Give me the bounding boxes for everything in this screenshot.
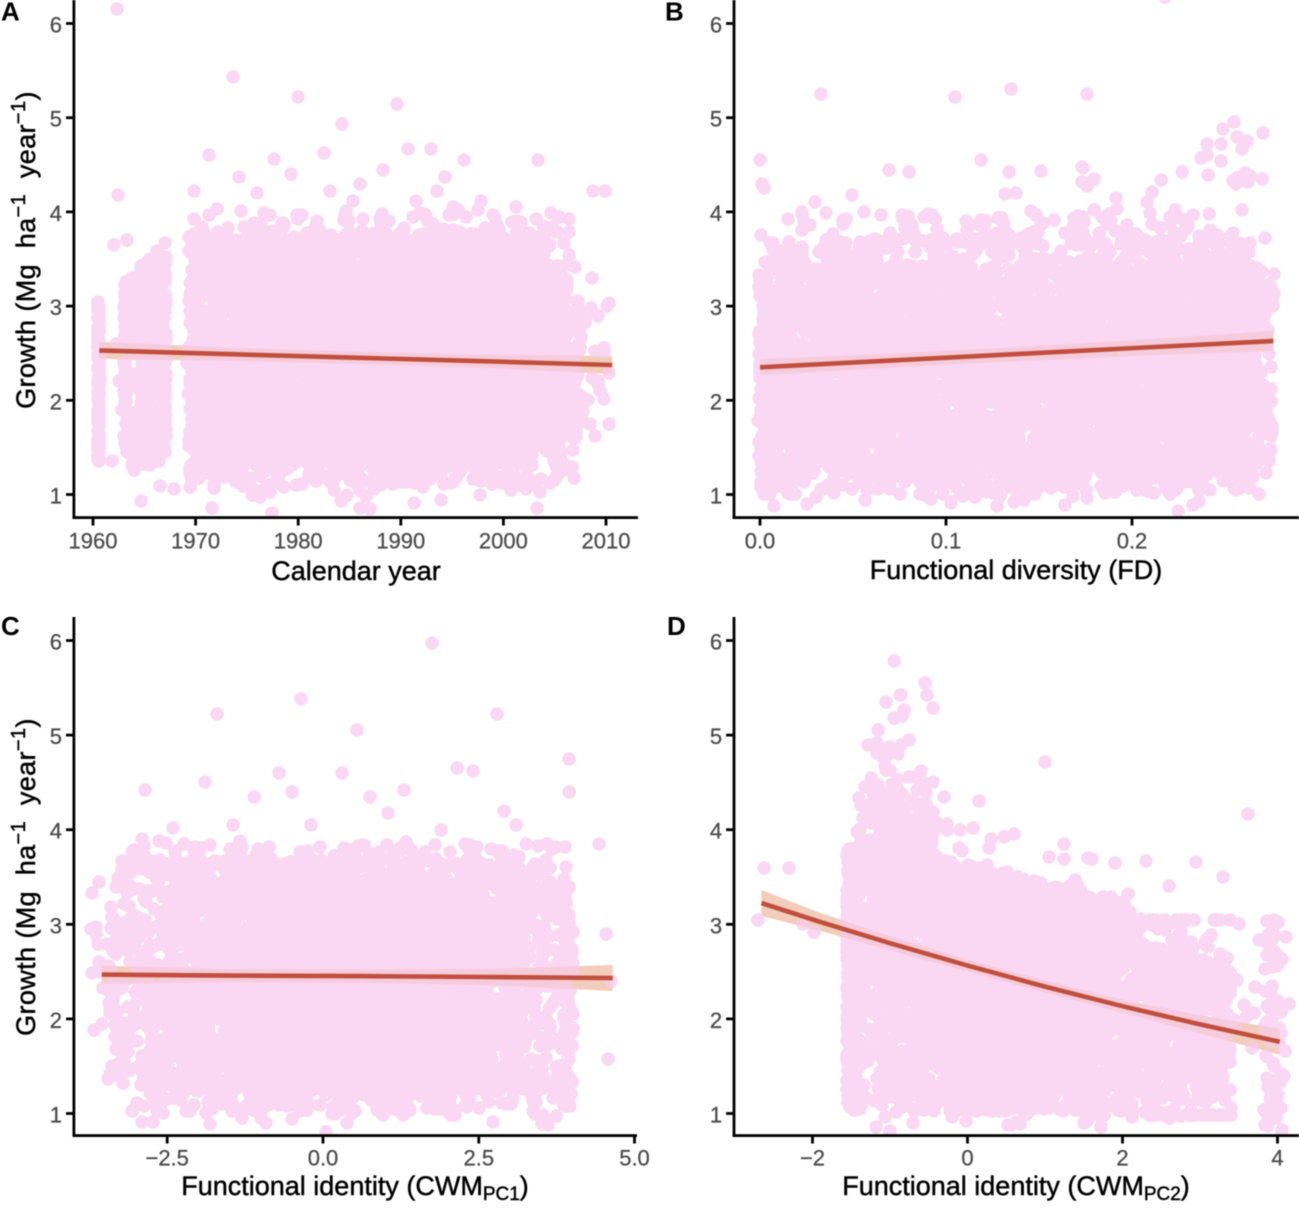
svg-text:Calendar year: Calendar year: [271, 556, 441, 586]
svg-text:1: 1: [50, 484, 62, 509]
svg-text:6: 6: [710, 630, 722, 655]
svg-text:2010: 2010: [582, 529, 631, 554]
svg-text:Growth (Mg ha−1 year−1): Growth (Mg ha−1 year−1): [8, 718, 41, 1036]
svg-text:1990: 1990: [376, 529, 425, 554]
svg-text:C: C: [1, 611, 20, 641]
svg-text:0.2: 0.2: [1117, 529, 1148, 554]
svg-text:4: 4: [50, 819, 62, 844]
svg-text:Functional identity (CWMPC2): Functional identity (CWMPC2): [842, 1171, 1190, 1203]
svg-text:2.5: 2.5: [464, 1145, 495, 1170]
svg-text:Growth (Mg ha−1 year−1): Growth (Mg ha−1 year−1): [8, 91, 41, 409]
svg-text:Functional identity (CWMPC1): Functional identity (CWMPC1): [181, 1171, 529, 1203]
svg-text:5: 5: [710, 107, 722, 132]
svg-text:2: 2: [710, 1008, 722, 1033]
svg-text:2: 2: [710, 389, 722, 414]
svg-text:5.0: 5.0: [619, 1145, 650, 1170]
svg-text:0: 0: [961, 1145, 973, 1170]
svg-text:1960: 1960: [69, 529, 118, 554]
svg-text:4: 4: [710, 819, 722, 844]
svg-text:A: A: [1, 0, 20, 27]
svg-text:Functional diversity (FD): Functional diversity (FD): [870, 555, 1163, 585]
svg-text:2: 2: [50, 1008, 62, 1033]
svg-text:2: 2: [1116, 1145, 1128, 1170]
svg-text:1: 1: [710, 1103, 722, 1128]
svg-text:3: 3: [50, 295, 62, 320]
svg-text:−2.5: −2.5: [145, 1145, 188, 1170]
svg-text:6: 6: [50, 630, 62, 655]
svg-text:3: 3: [50, 913, 62, 938]
svg-text:1980: 1980: [274, 529, 323, 554]
svg-text:0.0: 0.0: [745, 529, 776, 554]
svg-text:4: 4: [50, 201, 62, 226]
svg-text:6: 6: [50, 13, 62, 38]
svg-text:4: 4: [710, 201, 722, 226]
svg-text:5: 5: [50, 724, 62, 749]
svg-text:5: 5: [710, 724, 722, 749]
svg-text:−2: −2: [800, 1145, 825, 1170]
svg-text:2: 2: [50, 389, 62, 414]
svg-text:3: 3: [710, 913, 722, 938]
svg-text:D: D: [667, 611, 686, 641]
svg-text:0.1: 0.1: [931, 529, 962, 554]
svg-text:2000: 2000: [479, 529, 528, 554]
svg-text:B: B: [665, 0, 684, 27]
svg-text:1: 1: [710, 484, 722, 509]
svg-text:6: 6: [710, 13, 722, 38]
svg-text:4: 4: [1271, 1145, 1283, 1170]
svg-text:5: 5: [50, 107, 62, 132]
svg-text:1: 1: [50, 1103, 62, 1128]
svg-text:0.0: 0.0: [308, 1145, 339, 1170]
svg-text:3: 3: [710, 295, 722, 320]
svg-text:1970: 1970: [171, 529, 220, 554]
